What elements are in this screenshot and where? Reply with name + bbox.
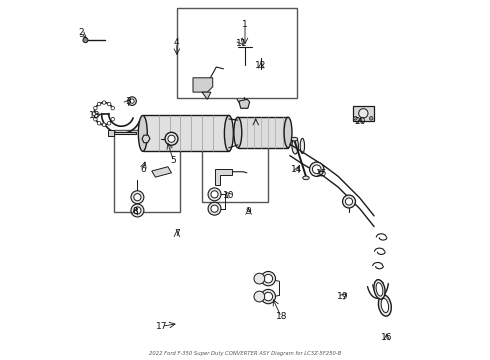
Bar (114, 130, 180, 212)
Text: 12: 12 (255, 62, 267, 71)
Polygon shape (108, 130, 114, 135)
Circle shape (369, 117, 373, 120)
Circle shape (359, 109, 368, 118)
Bar (238, 117, 288, 148)
Text: 2022 Ford F-350 Super Duty CONVERTER ASY Diagram for LC3Z-5F250-B: 2022 Ford F-350 Super Duty CONVERTER ASY… (149, 351, 341, 356)
Polygon shape (152, 167, 172, 177)
Text: 17: 17 (156, 322, 168, 331)
Polygon shape (239, 99, 250, 108)
Ellipse shape (300, 138, 304, 153)
Ellipse shape (381, 298, 389, 312)
Text: 18: 18 (275, 312, 287, 321)
Ellipse shape (234, 117, 242, 148)
Circle shape (165, 132, 178, 145)
Polygon shape (109, 132, 136, 134)
Circle shape (131, 204, 144, 217)
Circle shape (83, 38, 88, 42)
Polygon shape (215, 169, 232, 185)
Circle shape (134, 207, 141, 214)
Bar (202, 119, 269, 202)
Circle shape (130, 99, 134, 103)
Circle shape (264, 274, 272, 283)
Text: 9: 9 (245, 207, 251, 216)
Circle shape (211, 205, 218, 212)
Circle shape (97, 102, 101, 106)
Circle shape (254, 273, 265, 284)
Ellipse shape (138, 116, 147, 151)
Circle shape (131, 191, 144, 204)
Circle shape (208, 188, 221, 201)
Circle shape (261, 289, 275, 304)
Ellipse shape (303, 176, 309, 180)
Circle shape (97, 121, 101, 125)
Circle shape (261, 271, 275, 286)
Text: 6: 6 (140, 166, 146, 175)
Circle shape (134, 194, 141, 201)
Circle shape (310, 162, 324, 176)
Circle shape (313, 165, 321, 174)
Text: 1: 1 (242, 19, 248, 28)
Circle shape (102, 101, 106, 104)
Polygon shape (142, 135, 150, 143)
Ellipse shape (292, 138, 298, 154)
Text: 16: 16 (381, 333, 392, 342)
Circle shape (92, 112, 96, 116)
Circle shape (102, 123, 106, 127)
Circle shape (107, 121, 111, 125)
Text: 2: 2 (78, 28, 84, 37)
Circle shape (208, 202, 221, 215)
Ellipse shape (284, 117, 292, 148)
Text: 11: 11 (236, 39, 247, 48)
Circle shape (345, 198, 353, 205)
Ellipse shape (378, 295, 392, 316)
Circle shape (354, 117, 357, 120)
Text: 14: 14 (292, 166, 303, 175)
Circle shape (94, 117, 97, 121)
Circle shape (254, 291, 265, 302)
Text: 4: 4 (174, 38, 180, 47)
Text: 8: 8 (133, 207, 139, 216)
Circle shape (128, 97, 136, 105)
Text: 7: 7 (174, 229, 180, 238)
Circle shape (168, 135, 175, 142)
Text: 13: 13 (89, 111, 101, 120)
Circle shape (264, 292, 272, 301)
Polygon shape (202, 92, 211, 99)
Polygon shape (193, 78, 213, 92)
Text: 10: 10 (223, 190, 235, 199)
Text: 20: 20 (355, 117, 366, 126)
Circle shape (111, 106, 115, 110)
Ellipse shape (376, 283, 383, 296)
Text: 5: 5 (171, 156, 176, 165)
Text: 19: 19 (337, 292, 349, 301)
Circle shape (343, 195, 355, 208)
Bar (177, 8, 297, 98)
Ellipse shape (291, 137, 298, 141)
Ellipse shape (374, 280, 385, 299)
Bar (353, 106, 374, 121)
Circle shape (111, 117, 115, 121)
Bar (143, 116, 229, 151)
Text: 15: 15 (317, 169, 328, 178)
Circle shape (94, 106, 97, 110)
Ellipse shape (224, 116, 233, 151)
Text: 3: 3 (125, 96, 131, 105)
Circle shape (107, 102, 111, 106)
Circle shape (211, 191, 218, 198)
